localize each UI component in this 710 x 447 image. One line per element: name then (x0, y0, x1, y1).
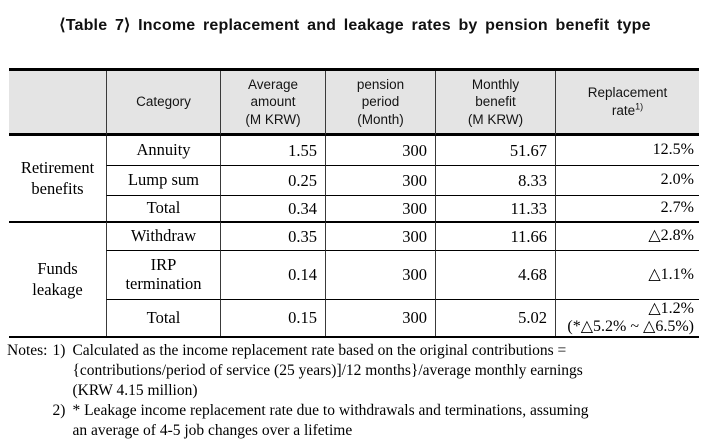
cell-category: Lump sum (106, 165, 220, 195)
cell-average-amount: 0.15 (220, 299, 325, 336)
header-category-label: Category (136, 94, 191, 110)
cell-monthly-benefit: 51.67 (435, 136, 555, 165)
header-pension-period-label: pension period (Month) (356, 76, 405, 127)
cell-average-amount: 0.14 (220, 250, 325, 299)
cell-replacement-rate: 2.7% (555, 195, 699, 221)
header-average-amount: Average amount (M KRW) (220, 71, 325, 136)
cell-pension-period: 300 (325, 165, 435, 195)
cell-pension-period: 300 (325, 299, 435, 336)
header-category: Category (106, 71, 220, 136)
row-group-funds-leakage: Funds leakage (9, 221, 106, 336)
cell-replacement-rate: △1.2% (*△5.2% ~ △6.5%) (555, 299, 699, 336)
notes-label: Notes: (7, 342, 48, 359)
cell-average-amount: 1.55 (220, 136, 325, 165)
footnote-ref-1: 1) (635, 101, 644, 112)
cell-pension-period: 300 (325, 195, 435, 221)
cell-category: Annuity (106, 136, 220, 165)
cell-replacement-rate: 12.5% (555, 136, 699, 165)
cell-replacement-rate: △1.1% (555, 250, 699, 299)
cell-category: Total (106, 299, 220, 336)
cell-monthly-benefit: 8.33 (435, 165, 555, 195)
header-replacement-rate-label: Replacement rate1) (588, 84, 668, 119)
cell-average-amount: 0.34 (220, 195, 325, 221)
row-group-retirement-benefits: Retirement benefits (20, 157, 95, 198)
header-average-amount-label: Average amount (M KRW) (245, 76, 301, 127)
pension-benefit-table: Category Average amount (M KRW) pension … (9, 68, 699, 338)
note-2: 2) * Leakage income replacement rate due… (52, 401, 705, 441)
cell-category: Total (106, 195, 220, 221)
table-title: ⟨Table 7⟩ Income replacement and leakage… (59, 17, 651, 34)
header-replacement-rate: Replacement rate1) (555, 71, 699, 136)
cell-monthly-benefit: 4.68 (435, 250, 555, 299)
cell-category: Withdraw (106, 221, 220, 250)
cell-pension-period: 300 (325, 136, 435, 165)
header-monthly-benefit-label: Monthly benefit (M KRW) (467, 76, 524, 127)
cell-monthly-benefit: 11.66 (435, 221, 555, 250)
header-pension-period: pension period (Month) (325, 71, 435, 136)
note-2-number: 2) (52, 402, 66, 419)
note-1: 1) Calculated as the income replacement … (52, 341, 705, 401)
cell-category: IRP termination (106, 250, 220, 299)
cell-replacement-rate: 2.0% (555, 165, 699, 195)
cell-replacement-rate: △2.8% (555, 221, 699, 250)
cell-average-amount: 0.25 (220, 165, 325, 195)
header-corner-cell (9, 71, 106, 136)
cell-average-amount: 0.35 (220, 221, 325, 250)
table-notes: Notes: 1) Calculated as the income repla… (7, 341, 705, 441)
cell-pension-period: 300 (325, 250, 435, 299)
note-2-text: * Leakage income replacement rate due to… (72, 402, 589, 439)
cell-monthly-benefit: 5.02 (435, 299, 555, 336)
note-1-number: 1) (52, 342, 66, 359)
header-replacement-rate-text: Replacement rate (587, 85, 668, 118)
cell-pension-period: 300 (325, 221, 435, 250)
notes-items: 1) Calculated as the income replacement … (52, 341, 705, 441)
note-1-text: Calculated as the income replacement rat… (72, 342, 583, 399)
cell-monthly-benefit: 11.33 (435, 195, 555, 221)
header-monthly-benefit: Monthly benefit (M KRW) (435, 71, 555, 136)
